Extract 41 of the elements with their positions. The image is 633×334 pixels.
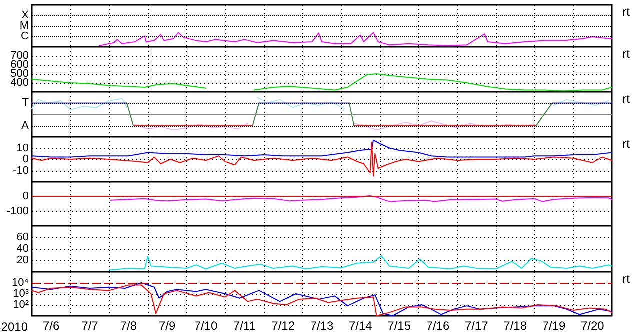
y-tick-label: 60	[16, 232, 29, 244]
y-tick-label: -100	[6, 205, 29, 218]
line-series	[108, 255, 612, 271]
y-tick-label: 20	[16, 254, 29, 266]
x-axis-title: 2010	[1, 320, 28, 334]
x-tick-label: 7/10	[194, 319, 218, 333]
text: rt	[622, 92, 631, 106]
x-tick-label: 7/16	[426, 319, 450, 333]
ref-line-label: X	[22, 10, 30, 22]
y-tick-label: 0	[22, 190, 29, 203]
text: rt	[622, 137, 631, 151]
x-tick-label: 7/15	[388, 319, 412, 333]
y-tick-label: 10³	[13, 288, 30, 300]
text: rt	[622, 5, 631, 19]
line-series	[32, 140, 612, 158]
y-tick-label: 0	[22, 154, 29, 166]
y-tick-label: 40	[16, 243, 29, 255]
x-tick-label: 7/8	[120, 319, 138, 333]
y-tick-label: 10²	[13, 299, 30, 311]
y-tick-label: 10⁴	[12, 277, 30, 289]
line-series	[32, 142, 612, 177]
x-tick-label: 7/20	[580, 319, 605, 333]
y-tick-label: 10	[16, 142, 29, 154]
ref-line-label: M	[20, 20, 29, 32]
x-tick-label: 7/17	[464, 319, 489, 333]
x-tick-label: 7/12	[272, 319, 296, 333]
x-tick-label: 7/9	[158, 319, 176, 333]
x-tick-label: 7/11	[233, 319, 256, 333]
ref-line-label: A	[22, 120, 30, 132]
x-tick-label: 7/7	[82, 319, 99, 333]
y-tick-label: 400	[10, 77, 29, 89]
y-tick-label: -10	[13, 164, 29, 177]
ref-line-label: T	[22, 97, 30, 110]
x-tick-label: 7/19	[542, 319, 566, 333]
x-tick-label: 7/13	[310, 319, 334, 333]
x-tick-label: 7/18	[504, 319, 528, 333]
x-tick-label: 7/14	[348, 319, 373, 333]
ref-line-label: C	[21, 30, 30, 43]
text: rt	[622, 47, 631, 61]
text: rt	[622, 272, 631, 286]
x-tick-label: 7/6	[42, 319, 60, 333]
